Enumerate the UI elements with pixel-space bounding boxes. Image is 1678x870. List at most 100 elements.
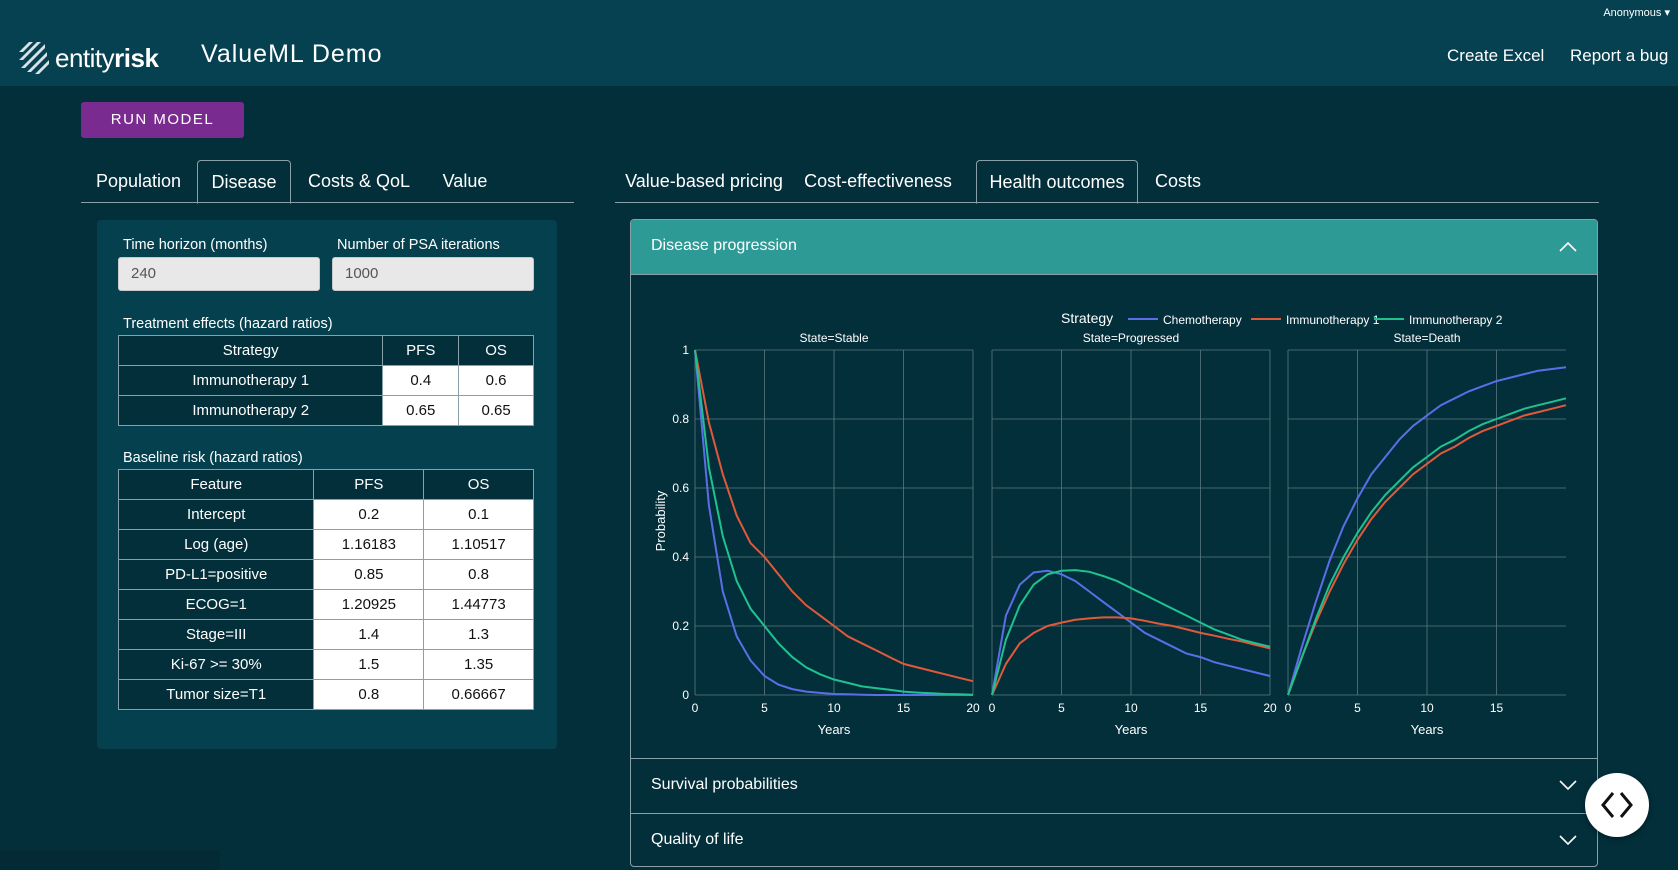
cell-value[interactable]: 0.66667 (423, 679, 534, 710)
disease-settings-panel: Time horizon (months) 240 Number of PSA … (97, 220, 557, 749)
treatment-effects-table: Strategy PFS OS Immunotherapy 1 0.4 0.6 … (117, 335, 534, 426)
disease-progression-body: Strategy Chemotherapy Immunotherapy 1 Immun… (631, 274, 1597, 758)
accordion-title: Disease progression (651, 237, 797, 254)
facet-title: State=Death (1393, 331, 1460, 345)
row-label: PD-L1=positive (117, 559, 315, 590)
tab-value-based-pricing[interactable]: Value-based pricing (625, 171, 783, 191)
cell-value[interactable]: 0.85 (313, 559, 425, 590)
disease-progression-chart: Strategy Chemotherapy Immunotherapy 1 Immun… (653, 310, 1567, 737)
top-header: Anonymous ▾ entityrisk ValueML Demo Crea… (0, 0, 1678, 86)
series-line (991, 616, 1271, 696)
series-line (1287, 404, 1567, 696)
baseline-risk-table: Feature PFS OS Intercept 0.2 0.1 Log (ag… (117, 469, 534, 710)
tab-disease[interactable]: Disease (197, 160, 291, 204)
accordion-title: Survival probabilities (651, 776, 798, 793)
tab-cost-effectiveness[interactable]: Cost-effectiveness (804, 171, 952, 191)
series-line (1287, 366, 1567, 696)
x-tick-label: 10 (1420, 701, 1434, 715)
series-line (694, 349, 974, 696)
table-row: Ki-67 >= 30% 1.5 1.35 (117, 649, 534, 680)
logo[interactable]: entityrisk (17, 38, 159, 78)
row-label: Immunotherapy 2 (117, 395, 384, 426)
user-menu[interactable]: Anonymous ▾ (1603, 7, 1670, 19)
table-row: PD-L1=positive 0.85 0.8 (117, 559, 534, 590)
time-horizon-input[interactable]: 240 (118, 257, 320, 291)
series-line (991, 569, 1271, 696)
col-header-pfs: PFS (313, 469, 425, 500)
report-bug-link[interactable]: Report a bug (1570, 46, 1669, 65)
table-row: Immunotherapy 2 0.65 0.65 (117, 395, 534, 426)
accordion-header-disease-progression[interactable]: Disease progression (631, 220, 1597, 274)
series-line (694, 349, 974, 683)
x-tick-label: 20 (966, 701, 980, 715)
x-axis-label: Years (1115, 722, 1148, 737)
x-tick-label: 5 (1354, 701, 1361, 715)
y-tick-label: 0 (682, 688, 689, 702)
cell-value[interactable]: 0.1 (423, 499, 534, 530)
tab-population[interactable]: Population (95, 171, 182, 191)
code-toggle-button[interactable] (1585, 773, 1649, 837)
treatment-effects-title: Treatment effects (hazard ratios) (123, 316, 333, 332)
row-label: Log (age) (117, 529, 315, 560)
y-tick-label: 0.8 (672, 412, 689, 426)
cell-value[interactable]: 1.4 (313, 619, 425, 650)
y-tick-label: 0.2 (672, 619, 689, 633)
left-tab-bar: Population Disease Costs & QoL Value (81, 160, 574, 204)
psa-iterations-input[interactable]: 1000 (332, 257, 534, 291)
run-model-button[interactable]: RUN MODEL (81, 102, 244, 138)
logo-text-bold: risk (114, 42, 159, 73)
row-label: Immunotherapy 1 (117, 365, 384, 396)
row-label: Ki-67 >= 30% (117, 649, 315, 680)
health-outcomes-accordion: Disease progression Strategy Chemotherapy… (630, 219, 1598, 867)
tab-costs[interactable]: Costs (1154, 171, 1201, 191)
x-axis-label: Years (818, 722, 851, 737)
accordion-title: Quality of life (651, 831, 744, 848)
x-tick-label: 10 (1124, 701, 1138, 715)
cell-value[interactable]: 0.2 (313, 499, 425, 530)
accordion-header-quality-of-life[interactable]: Quality of life (631, 814, 1597, 866)
cell-value[interactable]: 1.20925 (313, 589, 425, 620)
logo-text-light: entity (55, 42, 115, 73)
x-tick-label: 15 (897, 701, 911, 715)
cell-value[interactable]: 0.4 (382, 365, 460, 396)
x-tick-label: 15 (1490, 701, 1504, 715)
series-line (1287, 397, 1567, 696)
facet-title: State=Stable (799, 331, 868, 345)
x-tick-label: 5 (761, 701, 768, 715)
cell-value[interactable]: 1.3 (423, 619, 534, 650)
cell-value[interactable]: 1.35 (423, 649, 534, 680)
chevron-down-icon (1559, 780, 1577, 791)
legend-label: Chemotherapy (1163, 313, 1242, 327)
x-tick-label: 5 (1058, 701, 1065, 715)
psa-iterations-label: Number of PSA iterations (337, 237, 500, 253)
cell-value[interactable]: 0.8 (313, 679, 425, 710)
x-axis-label: Years (1411, 722, 1444, 737)
col-header-feature: Feature (117, 469, 315, 500)
tab-value[interactable]: Value (442, 171, 488, 191)
table-row: Stage=III 1.4 1.3 (117, 619, 534, 650)
table-row: Intercept 0.2 0.1 (117, 499, 534, 530)
cell-value[interactable]: 0.6 (458, 365, 534, 396)
y-tick-label: 1 (682, 343, 689, 357)
cell-value[interactable]: 0.8 (423, 559, 534, 590)
legend-label: Immunotherapy 1 (1286, 313, 1380, 327)
series-line (991, 569, 1271, 696)
x-tick-label: 0 (692, 701, 699, 715)
table-row: Log (age) 1.16183 1.10517 (117, 529, 534, 560)
cell-value[interactable]: 1.10517 (423, 529, 534, 560)
tab-costs-qol[interactable]: Costs & QoL (307, 171, 411, 191)
cell-value[interactable]: 1.5 (313, 649, 425, 680)
series-line (694, 349, 973, 696)
cell-value[interactable]: 1.16183 (313, 529, 425, 560)
x-tick-label: 10 (827, 701, 841, 715)
tab-health-outcomes[interactable]: Health outcomes (976, 160, 1138, 204)
x-tick-label: 0 (989, 701, 996, 715)
row-label: ECOG=1 (117, 589, 315, 620)
x-tick-label: 0 (1285, 701, 1292, 715)
create-excel-link[interactable]: Create Excel (1447, 46, 1545, 65)
chevron-down-icon (1559, 835, 1577, 846)
cell-value[interactable]: 0.65 (458, 395, 534, 426)
cell-value[interactable]: 0.65 (382, 395, 460, 426)
cell-value[interactable]: 1.44773 (423, 589, 534, 620)
accordion-header-survival-probabilities[interactable]: Survival probabilities (631, 759, 1597, 813)
